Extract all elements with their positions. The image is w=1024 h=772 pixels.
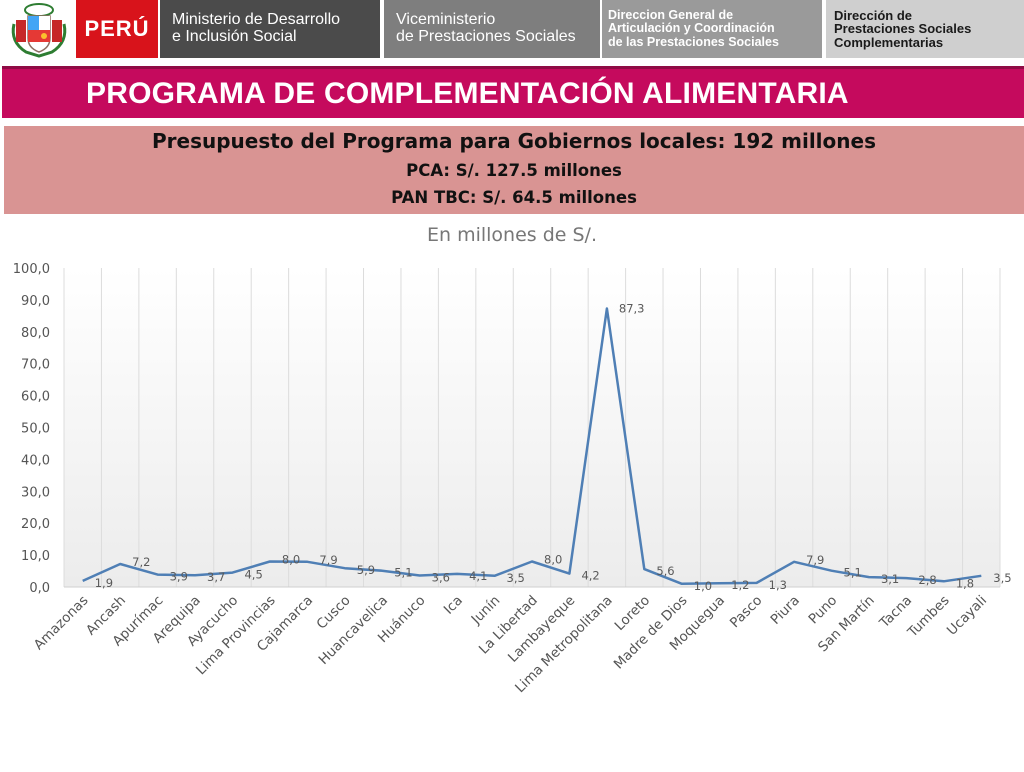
data-label: 1,9 xyxy=(95,576,113,590)
x-tick-label: Tumbes xyxy=(904,593,953,642)
y-axis-ticks: 0,0 10,0 20,0 30,0 40,0 50,0 60,0 70,0 80,0 90,0 1… xyxy=(13,262,50,596)
data-label: 3,6 xyxy=(432,571,450,585)
data-label: 4,5 xyxy=(244,568,262,582)
y-tick-label: 50,0 xyxy=(21,422,50,437)
general-direction-line-2: Articulación y Coordinación xyxy=(608,21,775,36)
y-tick-label: 80,0 xyxy=(21,326,50,341)
y-tick-label: 20,0 xyxy=(21,517,50,532)
data-label: 1,8 xyxy=(956,576,974,590)
data-labels: 1,9 7,2 3,9 3,7 4,5 8,0 7,9 5,9 5,1 3,6 4,1 3,5 8,0 4… xyxy=(95,302,1012,593)
line-chart: 0,0 10,0 20,0 30,0 40,0 50,0 60,0 70,0 80,0 90,0 1… xyxy=(13,262,1012,697)
chart-area: En millones de S/. 0,0 10,0 20,0 30,0 40,0 50… xyxy=(0,218,1024,768)
peru-coat-of-arms-icon xyxy=(11,3,67,58)
data-label: 7,9 xyxy=(806,553,824,567)
grid-lines xyxy=(63,268,1001,588)
data-label: 1,2 xyxy=(731,578,749,592)
data-label: 5,1 xyxy=(844,566,862,580)
institutional-header: PERÚ Ministerio de Desarrollo e Inclusió… xyxy=(0,0,1024,60)
data-label: 7,2 xyxy=(132,555,150,569)
x-tick-label: Piura xyxy=(768,593,803,628)
slide-title: PROGRAMA DE COMPLEMENTACIÓN ALIMENTARIA xyxy=(2,66,1024,118)
data-label: 5,1 xyxy=(394,566,412,580)
direction-block: Dirección de Prestaciones Sociales Compl… xyxy=(826,0,1024,58)
data-label: 8,0 xyxy=(282,552,300,566)
x-axis-ticks: AmazonasAncashApurímacArequipaAyacuchoLi… xyxy=(31,593,990,697)
general-direction-line-3: de las Prestaciones Sociales xyxy=(608,34,779,49)
direction-line-2: Prestaciones Sociales xyxy=(834,21,972,37)
ministry-line-1: Ministerio de Desarrollo xyxy=(172,11,341,29)
data-label: 8,0 xyxy=(544,552,562,566)
direction-line-3: Complementarias xyxy=(834,34,944,50)
data-label: 3,5 xyxy=(507,571,525,585)
x-tick-label: Ucayali xyxy=(944,593,990,639)
y-tick-label: 40,0 xyxy=(21,453,50,468)
budget-pca: PCA: S/. 127.5 millones xyxy=(406,161,622,181)
chart-title: En millones de S/. xyxy=(426,224,598,246)
x-tick-label: Pasco xyxy=(727,593,766,632)
budget-pan-tbc: PAN TBC: S/. 64.5 millones xyxy=(391,187,637,207)
y-tick-label: 0,0 xyxy=(29,581,50,596)
x-tick-label: Puno xyxy=(806,593,841,628)
vice-ministry-block: Viceministerio de Prestaciones Sociales xyxy=(384,0,600,58)
vice-ministry-line-2: de Prestaciones Sociales xyxy=(396,28,576,45)
data-label: 3,7 xyxy=(207,570,225,584)
data-label: 1,3 xyxy=(769,578,787,592)
data-label: 87,3 xyxy=(619,302,645,316)
data-label: 4,1 xyxy=(469,569,487,583)
x-tick-label: Ica xyxy=(441,593,466,618)
data-label: 3,1 xyxy=(881,572,899,586)
x-tick-label: Amazonas xyxy=(31,593,92,654)
ministry-block: Ministerio de Desarrollo e Inclusión Soc… xyxy=(160,0,380,58)
y-tick-label: 10,0 xyxy=(21,549,50,564)
plot-background xyxy=(64,268,1000,587)
y-tick-label: 90,0 xyxy=(21,294,50,309)
vice-ministry-line-1: Viceministerio xyxy=(396,11,496,29)
data-label: 5,9 xyxy=(357,563,375,577)
general-direction-line-1: Direccion General de xyxy=(608,8,734,23)
data-label: 4,2 xyxy=(581,569,599,583)
budget-summary-box: Presupuesto del Programa para Gobiernos … xyxy=(4,126,1024,214)
ministry-line-2: e Inclusión Social xyxy=(172,28,297,45)
data-label: 3,9 xyxy=(170,570,188,584)
data-label: 1,0 xyxy=(694,579,712,593)
data-label: 5,6 xyxy=(656,564,674,578)
budget-title: Presupuesto del Programa para Gobiernos … xyxy=(152,129,876,154)
y-tick-label: 60,0 xyxy=(21,390,50,405)
series-line xyxy=(82,307,982,586)
data-label: 3,5 xyxy=(993,571,1011,585)
peru-brand: PERÚ xyxy=(76,0,158,58)
general-direction-block: Direccion General de Articulación y Coor… xyxy=(602,0,822,58)
y-tick-label: 30,0 xyxy=(21,485,50,500)
y-tick-label: 70,0 xyxy=(21,358,50,373)
data-label: 7,9 xyxy=(319,553,337,567)
data-label: 2,8 xyxy=(918,573,936,587)
direction-line-1: Dirección de xyxy=(834,7,913,23)
y-tick-label: 100,0 xyxy=(13,262,50,277)
